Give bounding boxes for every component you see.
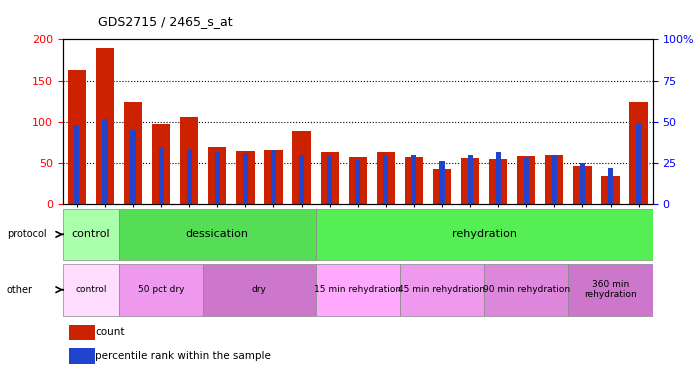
Bar xyxy=(68,70,86,204)
Text: count: count xyxy=(95,327,125,337)
Bar xyxy=(496,152,500,204)
Bar xyxy=(573,166,591,204)
Bar xyxy=(271,150,276,204)
Bar xyxy=(400,264,484,316)
Bar xyxy=(124,102,142,204)
Bar xyxy=(215,152,220,204)
Bar xyxy=(131,130,135,204)
Text: 15 min rehydration: 15 min rehydration xyxy=(314,285,401,294)
Bar xyxy=(63,264,119,316)
Bar xyxy=(348,158,367,204)
Text: GDS2715 / 2465_s_at: GDS2715 / 2465_s_at xyxy=(98,15,232,28)
Bar xyxy=(630,102,648,204)
Bar xyxy=(524,158,529,204)
Bar xyxy=(68,325,95,340)
Bar xyxy=(461,158,480,204)
Bar xyxy=(74,125,80,204)
Bar xyxy=(320,152,339,204)
Text: dessication: dessication xyxy=(186,230,248,239)
Bar xyxy=(265,150,283,204)
Bar xyxy=(96,48,114,204)
Bar xyxy=(552,155,557,204)
Bar xyxy=(383,155,388,204)
Bar xyxy=(236,151,255,204)
Bar xyxy=(568,264,653,316)
Bar xyxy=(405,158,423,204)
Bar xyxy=(203,264,315,316)
Bar xyxy=(243,153,248,204)
Bar xyxy=(440,162,445,204)
Bar xyxy=(208,147,226,204)
Text: protocol: protocol xyxy=(7,230,47,239)
Text: control: control xyxy=(72,230,110,239)
Bar xyxy=(158,148,163,204)
Text: percentile rank within the sample: percentile rank within the sample xyxy=(95,351,271,361)
Text: 50 pct dry: 50 pct dry xyxy=(138,285,184,294)
Bar xyxy=(68,348,95,364)
Text: other: other xyxy=(7,285,33,295)
Bar xyxy=(411,155,417,204)
Bar xyxy=(580,163,585,204)
Bar xyxy=(152,123,170,204)
Bar xyxy=(292,131,311,204)
Bar xyxy=(119,209,315,260)
Bar xyxy=(355,160,360,204)
Text: 360 min
rehydration: 360 min rehydration xyxy=(584,280,637,299)
Bar xyxy=(517,156,535,204)
Text: dry: dry xyxy=(252,285,267,294)
Bar xyxy=(602,176,620,204)
Text: 45 min rehydration: 45 min rehydration xyxy=(399,285,486,294)
Text: rehydration: rehydration xyxy=(452,230,517,239)
Bar xyxy=(484,264,568,316)
Bar xyxy=(545,155,563,204)
Bar xyxy=(186,150,192,204)
Text: control: control xyxy=(75,285,107,294)
Bar xyxy=(636,123,641,204)
Bar xyxy=(315,264,400,316)
Bar xyxy=(103,118,107,204)
Bar xyxy=(468,155,473,204)
Bar xyxy=(489,159,507,204)
Bar xyxy=(608,168,613,204)
Bar xyxy=(299,155,304,204)
Bar xyxy=(327,155,332,204)
Text: 90 min rehydration: 90 min rehydration xyxy=(483,285,570,294)
Bar xyxy=(180,117,198,204)
Bar xyxy=(119,264,203,316)
Bar xyxy=(315,209,653,260)
Bar xyxy=(433,169,451,204)
Bar xyxy=(63,209,119,260)
Bar xyxy=(377,152,395,204)
